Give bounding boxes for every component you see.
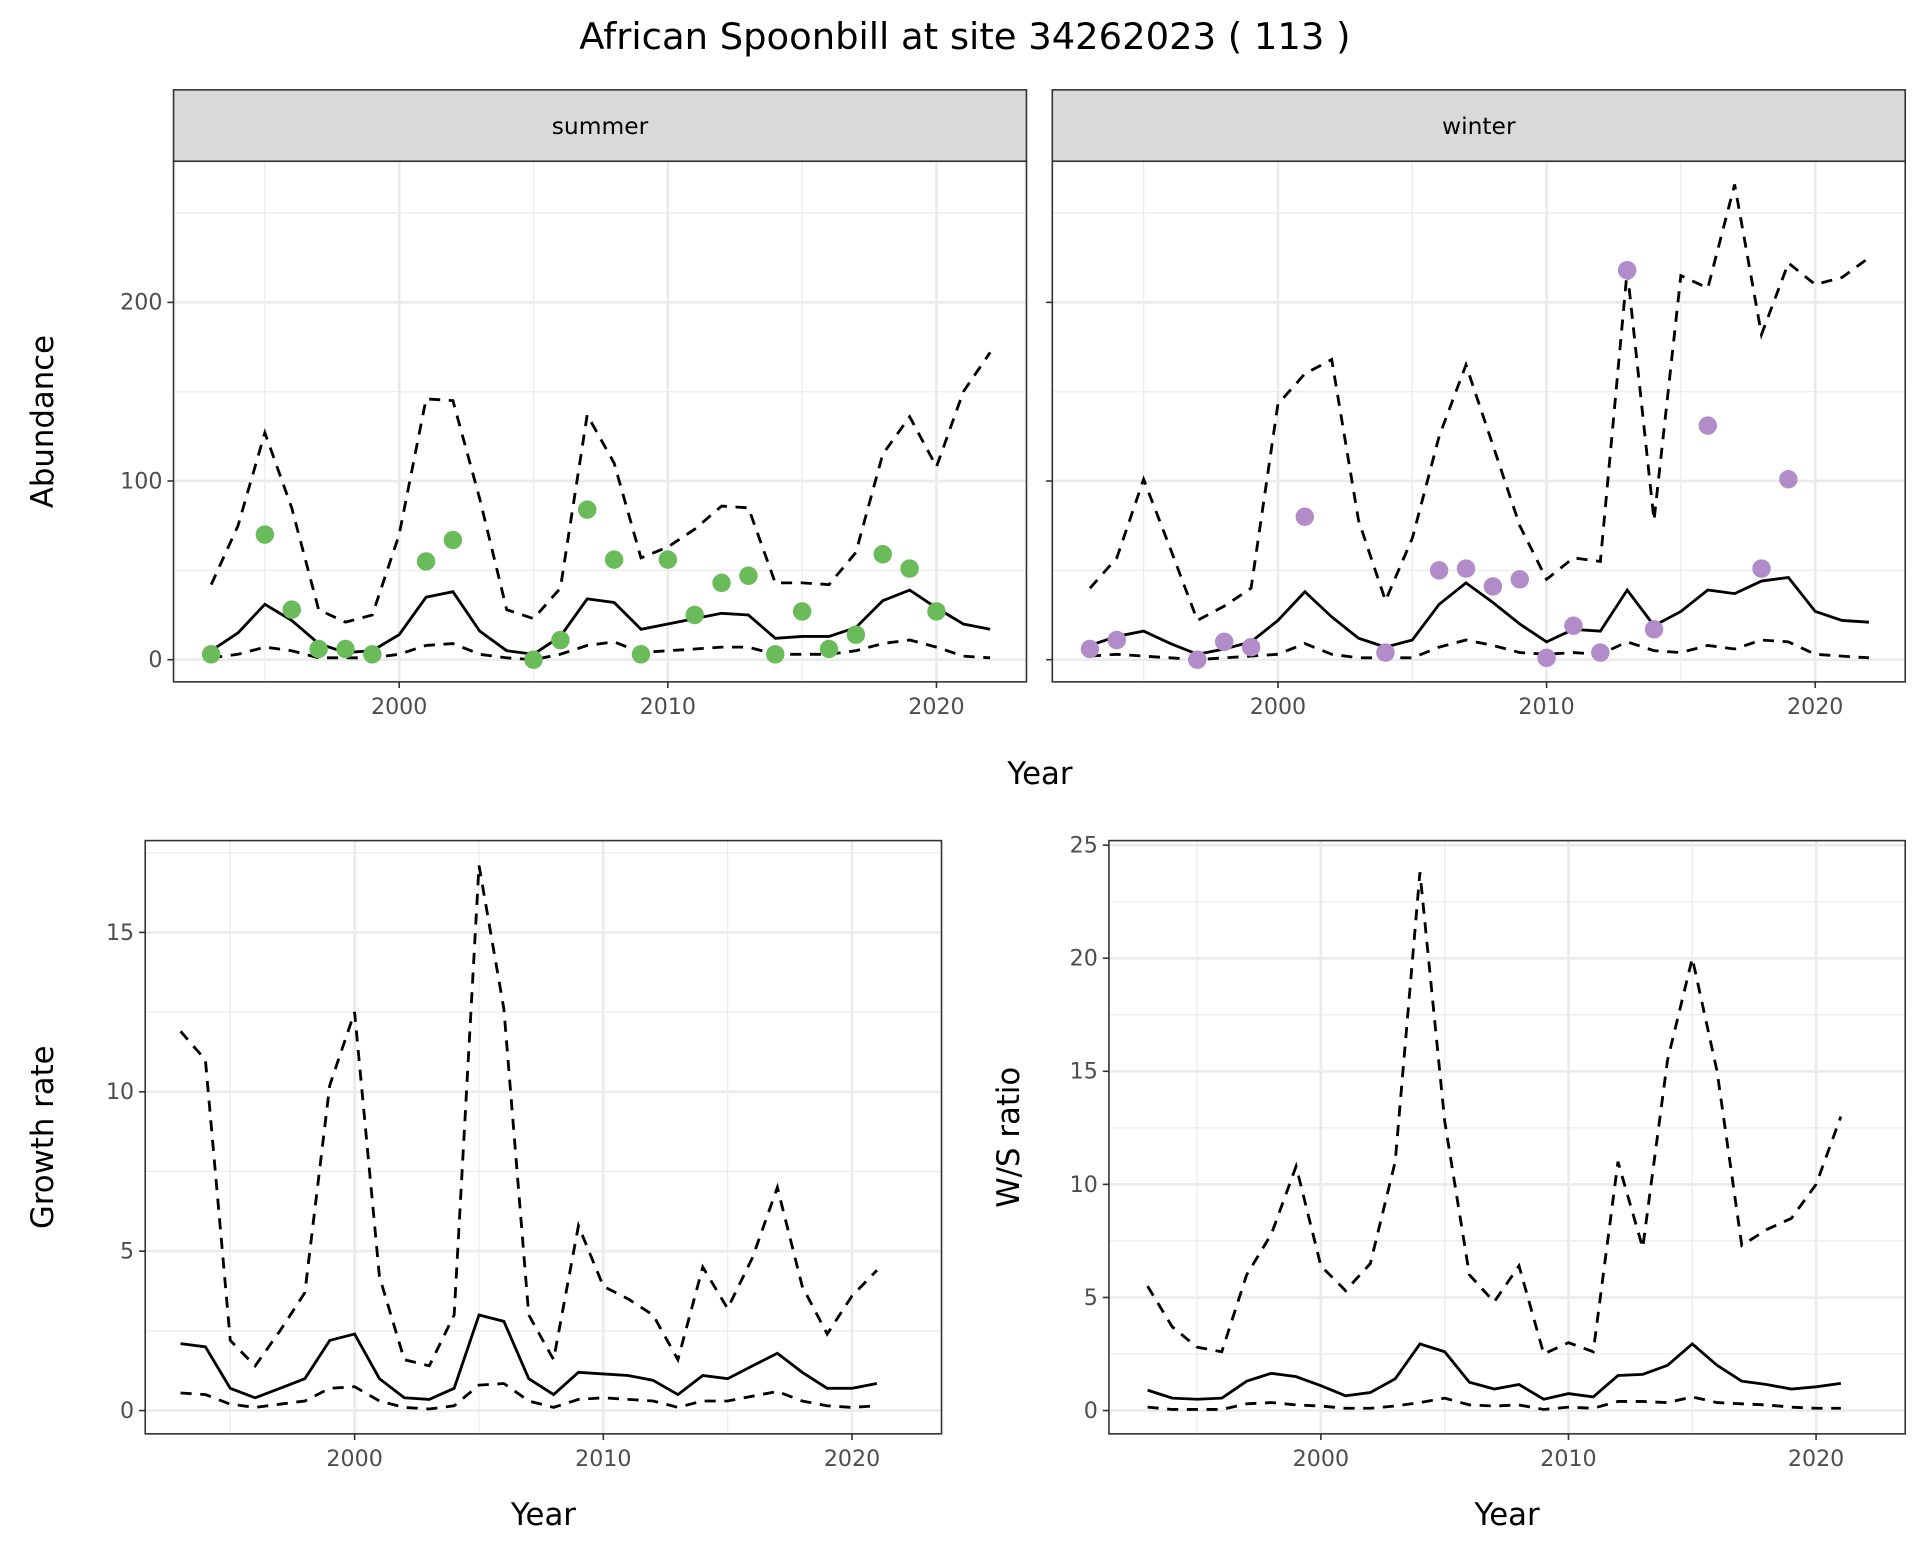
lower-bound-line: [180, 1382, 878, 1411]
data-point: [819, 639, 839, 659]
x-tick-label: 2000: [1293, 1446, 1349, 1472]
y-axis-title: Growth rate: [25, 1045, 61, 1229]
y-axis-title: Abundance: [25, 335, 61, 508]
y-tick-label: 0: [1084, 1398, 1098, 1424]
y-tick-label: 5: [1084, 1285, 1098, 1311]
data-point: [1080, 639, 1100, 659]
data-point: [846, 625, 866, 644]
data-point: [1644, 620, 1664, 639]
y-tick-label: 100: [120, 468, 162, 494]
estimate-line: [1147, 1342, 1842, 1401]
data-point: [1456, 559, 1476, 578]
x-tick-label: 2010: [640, 694, 696, 720]
x-tick-label: 2000: [1250, 694, 1306, 720]
data-point: [712, 573, 731, 593]
data-point: [1376, 643, 1395, 662]
data-point: [1295, 507, 1315, 526]
data-point: [1698, 416, 1718, 435]
panel-border: [1108, 839, 1907, 1435]
y-tick-label: 0: [120, 1398, 134, 1424]
data-point: [201, 645, 221, 664]
y-tick-label: 10: [106, 1079, 134, 1105]
data-point: [1564, 616, 1583, 635]
data-point: [792, 602, 812, 621]
upper-bound-line: [1088, 184, 1870, 623]
panel-growth: 2000 2010 2020 0 5 10 15 Growth rate Year: [25, 839, 943, 1533]
data-point: [1241, 637, 1261, 657]
y-tick-label: 5: [120, 1239, 134, 1265]
data-point: [578, 500, 597, 519]
facet-strip-label: summer: [552, 112, 649, 140]
data-point: [1510, 570, 1529, 589]
y-tick-label: 10: [1070, 1172, 1098, 1198]
data-point: [1483, 577, 1503, 596]
facet-strip: [172, 89, 1028, 163]
data-point: [927, 602, 946, 621]
data-point: [1752, 559, 1771, 578]
data-point: [336, 639, 355, 659]
panel-winter: winter 2000 2010 2020: [1046, 89, 1907, 720]
data-point: [1591, 643, 1610, 662]
data-point: [282, 600, 301, 619]
y-axis-title: W/S ratio: [991, 1067, 1027, 1208]
estimate-line: [180, 1313, 878, 1401]
plot-background: [1052, 161, 1906, 682]
plot-background: [1108, 840, 1906, 1434]
x-tick-label: 2010: [1540, 1446, 1596, 1472]
plot-background: [173, 161, 1027, 682]
data-point: [255, 525, 275, 544]
data-point: [1779, 470, 1798, 489]
panel-border: [144, 839, 943, 1435]
data-point: [1107, 630, 1127, 650]
data-point: [1188, 650, 1207, 669]
data-point: [524, 650, 543, 669]
x-tick-label: 2010: [1518, 694, 1574, 720]
x-tick-label: 2020: [1788, 1446, 1844, 1472]
data-point: [900, 559, 919, 578]
panel-summer: summer 2000 2010 2020 0 100 200 Abundance: [25, 89, 1028, 720]
lower-bound-line: [1089, 638, 1870, 662]
facet-strip: [1051, 89, 1907, 163]
data-point: [1537, 648, 1556, 668]
x-tick-label: 2000: [326, 1446, 382, 1472]
data-point: [1215, 632, 1234, 652]
chart-title: African Spoonbill at site 34262023 ( 113…: [579, 15, 1350, 58]
y-tick-label: 15: [1070, 1059, 1098, 1085]
data-point: [658, 550, 678, 569]
y-tick-label: 20: [1070, 946, 1098, 972]
data-point: [363, 645, 382, 664]
top-x-axis-title: Year: [1006, 756, 1072, 792]
y-tick-label: 15: [106, 920, 134, 946]
data-point: [685, 605, 704, 625]
data-point: [309, 639, 328, 659]
data-point: [766, 645, 785, 664]
x-tick-label: 2010: [575, 1446, 631, 1472]
data-point: [1429, 561, 1449, 580]
data-point: [873, 545, 892, 564]
y-tick-label: 0: [148, 647, 162, 673]
x-axis-title: Year: [510, 1497, 576, 1533]
lower-bound-line: [211, 638, 991, 662]
data-point: [631, 645, 651, 664]
y-tick-label: 200: [120, 290, 162, 316]
facet-strip-label: winter: [1442, 112, 1516, 140]
data-point: [739, 566, 758, 585]
upper-bound-line: [209, 351, 992, 624]
x-tick-label: 2020: [1787, 694, 1843, 720]
data-point: [1617, 260, 1637, 280]
x-axis-title: Year: [1474, 1497, 1540, 1533]
plot-background: [145, 840, 942, 1434]
data-point: [416, 552, 436, 571]
data-point: [551, 630, 570, 650]
data-point: [604, 550, 624, 569]
y-tick-label: 25: [1070, 833, 1098, 859]
x-tick-label: 2020: [824, 1446, 880, 1472]
x-tick-label: 2000: [371, 694, 427, 720]
upper-bound-line: [1146, 872, 1843, 1356]
x-tick-label: 2020: [908, 694, 964, 720]
panel-ratio: 2000 2010 2020 0 5 10 15 20 25 W/S ratio Year: [991, 833, 1907, 1533]
data-point: [443, 530, 463, 550]
